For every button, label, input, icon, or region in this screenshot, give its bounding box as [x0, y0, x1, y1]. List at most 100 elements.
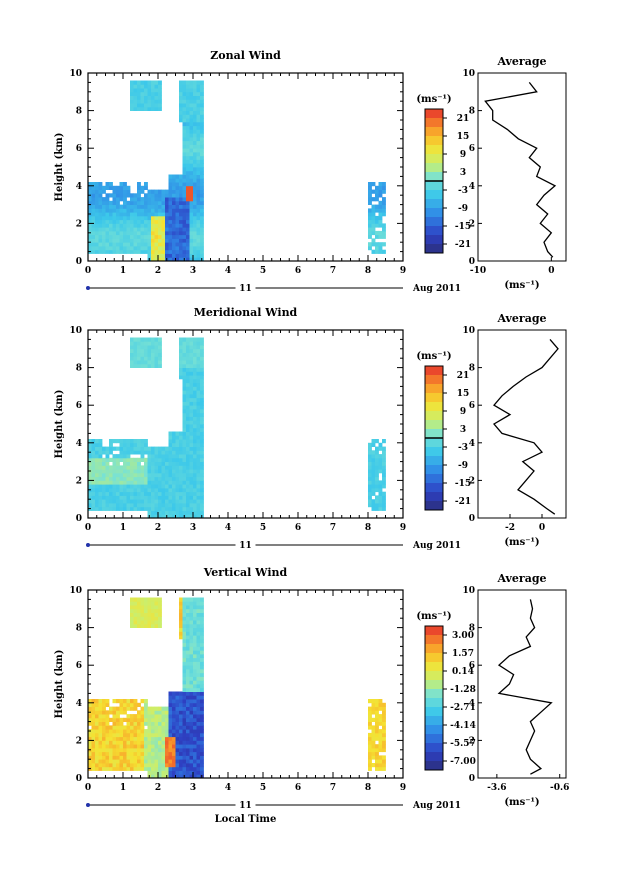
heatmap-cell: [116, 465, 120, 470]
heatmap-cell: [105, 702, 110, 707]
heatmap-cell: [371, 487, 376, 493]
heatmap-cell: [161, 725, 166, 730]
heatmap-cell: [193, 167, 197, 172]
heatmap-cell: [172, 710, 176, 715]
heatmap-cell: [123, 766, 127, 771]
heatmap-cell: [98, 736, 103, 741]
heatmap-cell: [196, 230, 201, 236]
heatmap-cell: [91, 212, 96, 217]
heatmap-cell: [88, 699, 92, 704]
heatmap-cell: [130, 766, 134, 771]
heatmap-cell: [193, 751, 197, 756]
heatmap-cell: [182, 382, 187, 387]
heatmap-cell: [200, 212, 204, 217]
heatmap-cell: [189, 348, 194, 353]
heatmap-cell: [119, 242, 124, 247]
heatmap-cell: [196, 204, 201, 209]
colorbar-segment: [425, 393, 443, 403]
heatmap-cell: [147, 457, 152, 462]
heatmap-cell: [105, 242, 110, 247]
heatmap-cell: [133, 721, 138, 726]
heatmap-cell: [196, 450, 201, 455]
heatmap-cell: [382, 208, 386, 213]
heatmap-cell: [123, 729, 127, 734]
heatmap-cell: [158, 597, 162, 602]
heatmap-cell: [196, 706, 201, 711]
x-tick-label: 9: [400, 783, 406, 793]
heatmap-cell: [179, 699, 183, 704]
heatmap-cell: [123, 200, 127, 205]
heatmap-cell: [165, 219, 169, 224]
heatmap-cell: [196, 420, 201, 425]
heatmap-cell: [189, 170, 194, 175]
heatmap-cell: [147, 242, 152, 247]
heatmap-cell: [382, 717, 386, 722]
heatmap-cell: [109, 246, 113, 251]
heatmap-cell: [175, 736, 180, 741]
heatmap-cell: [189, 152, 194, 157]
heatmap-cell: [200, 375, 204, 380]
heatmap-cell: [193, 152, 197, 157]
average-y-tick-label: 4: [469, 439, 475, 449]
x-tick-label: 2: [155, 523, 161, 533]
heatmap-cell: [165, 204, 169, 209]
colorbar-segment: [425, 707, 443, 717]
heatmap-cell: [112, 472, 117, 478]
heatmap-cell: [172, 714, 176, 719]
heatmap-cell: [375, 736, 379, 741]
heatmap-cell: [196, 740, 201, 745]
heatmap-cell: [126, 249, 131, 254]
heatmap-cell: [382, 189, 386, 194]
heatmap-cell: [140, 747, 145, 753]
heatmap-cell: [144, 755, 148, 760]
heatmap-cell: [105, 721, 110, 726]
colorbar-segment: [425, 163, 443, 173]
heatmap-cell: [196, 431, 201, 436]
heatmap-cell: [371, 725, 376, 730]
heatmap-cell: [95, 200, 99, 205]
heatmap-cell: [200, 148, 204, 153]
heatmap-cell: [123, 476, 127, 481]
heatmap-cell: [98, 472, 103, 478]
heatmap-cell: [200, 204, 204, 209]
heatmap-cell: [109, 227, 113, 232]
heatmap-cell: [375, 729, 379, 734]
heatmap-cell: [172, 469, 176, 474]
heatmap-cell: [196, 144, 201, 149]
heatmap-cell: [161, 246, 166, 251]
heatmap-cell: [189, 337, 194, 342]
heatmap-cell: [105, 219, 110, 224]
heatmap-cell: [193, 699, 197, 704]
heatmap-cell: [102, 212, 106, 217]
heatmap-cell: [144, 699, 148, 704]
heatmap-cell: [182, 506, 187, 511]
colorbar-segment: [425, 492, 443, 502]
heatmap-cell: [102, 200, 106, 205]
heatmap-cell: [112, 457, 117, 462]
heatmap-cell: [119, 472, 124, 478]
heatmap-cell: [196, 409, 201, 414]
heatmap-cell: [168, 193, 173, 198]
heatmap-cell: [175, 215, 180, 221]
heatmap-cell: [130, 476, 134, 481]
heatmap-cell: [91, 472, 96, 478]
heatmap-cell: [200, 114, 204, 119]
heatmap-cell: [172, 691, 176, 696]
heatmap-cell: [168, 725, 173, 730]
heatmap-cell: [105, 744, 110, 749]
heatmap-cell: [133, 341, 138, 346]
heatmap-cell: [378, 193, 383, 198]
heatmap-cell: [375, 732, 379, 738]
heatmap-cell: [126, 759, 131, 764]
heatmap-cell: [91, 223, 96, 228]
heatmap-cell: [140, 732, 145, 738]
heatmap-cell: [165, 215, 169, 221]
heatmap-cell: [112, 499, 117, 504]
heatmap-cell: [186, 371, 190, 376]
heatmap-cell: [161, 499, 166, 504]
heatmap-cell: [116, 230, 120, 236]
heatmap-cell: [140, 446, 145, 451]
heatmap-cell: [119, 736, 124, 741]
heatmap-cell: [105, 249, 110, 254]
heatmap-cell: [88, 744, 92, 749]
